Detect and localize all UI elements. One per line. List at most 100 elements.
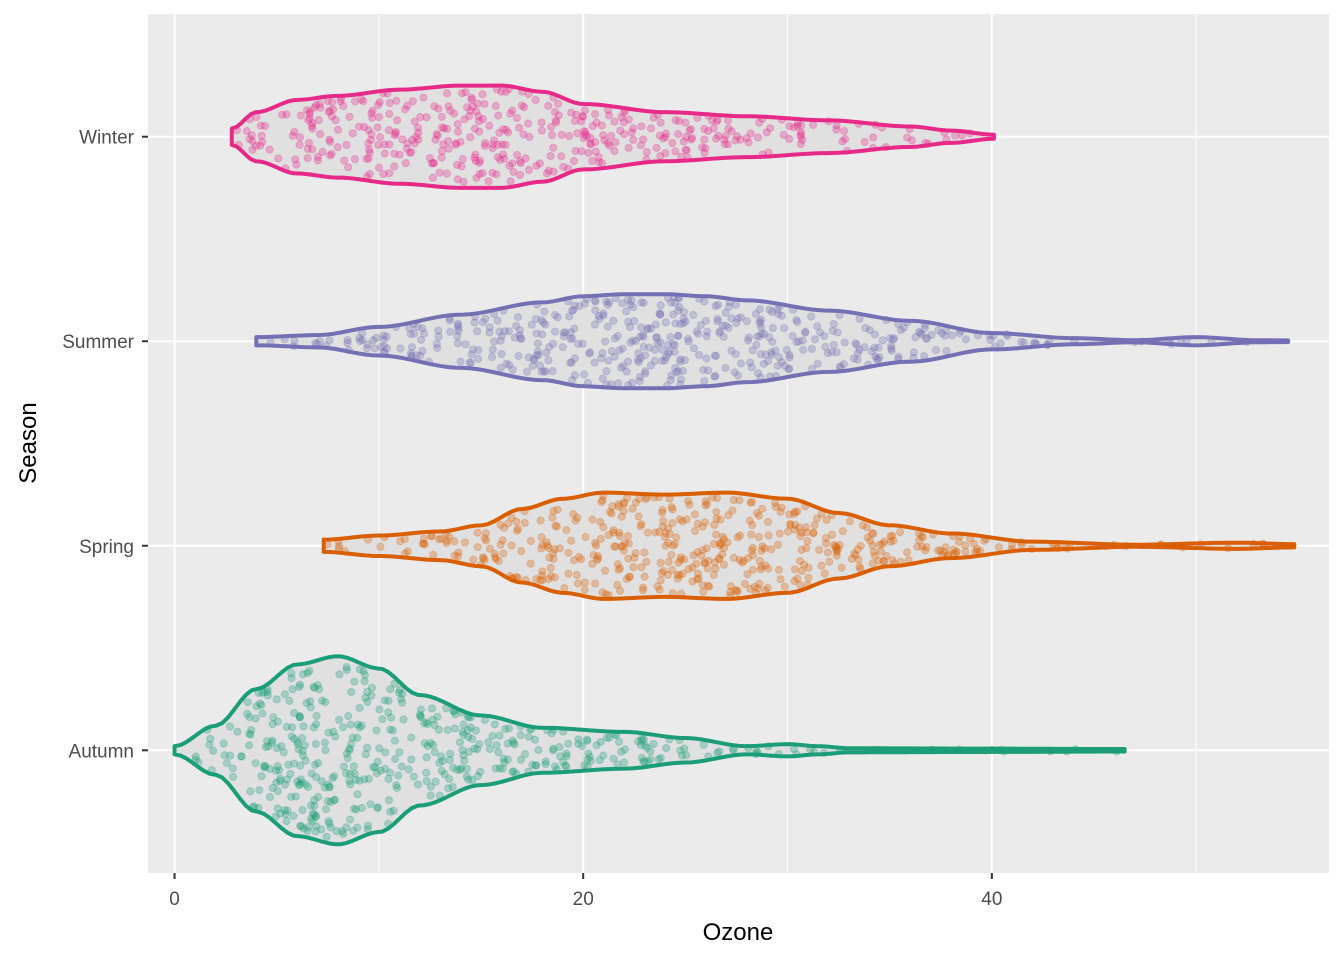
- data-point: [321, 746, 330, 755]
- data-point: [458, 727, 467, 736]
- data-point: [295, 713, 304, 722]
- data-point: [618, 299, 627, 308]
- data-point: [246, 787, 255, 796]
- data-point: [915, 536, 924, 545]
- data-point: [446, 106, 455, 115]
- data-point: [685, 126, 694, 135]
- data-point: [426, 791, 435, 800]
- data-point: [678, 517, 687, 526]
- data-point: [655, 308, 664, 318]
- data-point: [629, 563, 638, 572]
- data-point: [504, 327, 514, 336]
- data-point: [696, 321, 705, 330]
- data-point: [701, 501, 710, 510]
- data-point: [698, 143, 707, 152]
- data-point: [606, 131, 616, 140]
- data-point: [573, 129, 582, 138]
- data-point: [384, 796, 394, 805]
- data-point: [474, 117, 484, 126]
- data-point: [305, 666, 314, 675]
- data-point: [700, 148, 709, 158]
- data-point: [711, 301, 720, 311]
- data-point: [684, 565, 693, 574]
- data-point: [385, 98, 394, 108]
- data-point: [325, 106, 334, 115]
- data-point: [433, 343, 442, 353]
- data-point: [761, 350, 770, 359]
- data-point: [782, 345, 791, 355]
- data-point: [610, 117, 619, 126]
- data-point: [499, 549, 508, 558]
- data-point: [549, 744, 558, 753]
- data-point: [468, 775, 477, 785]
- data-point: [290, 127, 299, 136]
- data-point: [524, 165, 533, 175]
- data-point: [640, 548, 649, 557]
- data-point: [435, 168, 444, 177]
- data-point: [625, 572, 634, 582]
- data-point: [709, 570, 718, 580]
- data-point: [506, 109, 515, 118]
- data-point: [437, 112, 446, 121]
- data-point: [605, 507, 615, 517]
- data-point: [538, 540, 547, 549]
- data-point: [582, 132, 592, 141]
- data-point: [515, 331, 524, 340]
- data-point: [474, 112, 483, 121]
- data-point: [496, 363, 505, 372]
- data-point: [413, 322, 422, 331]
- data-point: [394, 771, 403, 780]
- data-point: [655, 310, 665, 319]
- y-tick-label: Winter: [79, 128, 135, 149]
- data-point: [456, 137, 465, 147]
- data-point: [591, 538, 600, 548]
- data-point: [624, 317, 633, 326]
- data-point: [472, 107, 481, 116]
- data-point: [635, 332, 645, 341]
- data-point: [584, 749, 593, 758]
- data-point: [416, 705, 426, 714]
- data-point: [588, 121, 597, 131]
- data-point: [283, 806, 292, 815]
- data-point: [716, 515, 725, 524]
- data-point: [302, 698, 311, 708]
- data-point: [373, 123, 382, 132]
- data-point: [574, 552, 584, 561]
- data-point: [428, 173, 438, 182]
- data-point: [657, 568, 666, 578]
- data-point: [673, 574, 682, 583]
- data-point: [248, 145, 257, 154]
- data-point: [599, 311, 608, 320]
- data-point: [627, 128, 636, 137]
- data-point: [528, 760, 537, 769]
- data-point: [525, 132, 534, 142]
- data-point: [291, 155, 300, 164]
- data-point: [456, 357, 465, 366]
- data-point: [560, 584, 569, 593]
- data-point: [459, 751, 468, 760]
- data-point: [922, 334, 931, 343]
- data-point: [444, 144, 453, 153]
- data-point: [832, 551, 841, 560]
- data-point: [255, 786, 264, 795]
- data-point: [690, 526, 700, 536]
- data-point: [625, 572, 634, 581]
- data-point: [437, 146, 447, 156]
- data-point: [564, 569, 573, 578]
- data-point: [553, 505, 562, 514]
- data-point: [414, 135, 423, 144]
- data-point: [614, 379, 623, 388]
- data-point: [619, 361, 628, 370]
- data-point: [429, 550, 438, 560]
- data-point: [619, 498, 629, 507]
- data-point: [656, 301, 665, 310]
- data-point: [599, 131, 608, 140]
- data-point: [588, 515, 597, 524]
- data-point: [710, 372, 719, 381]
- data-point: [557, 130, 566, 139]
- data-point: [309, 682, 318, 692]
- data-point: [646, 324, 656, 333]
- data-point: [676, 555, 685, 565]
- data-point: [700, 135, 709, 144]
- data-point: [226, 751, 235, 760]
